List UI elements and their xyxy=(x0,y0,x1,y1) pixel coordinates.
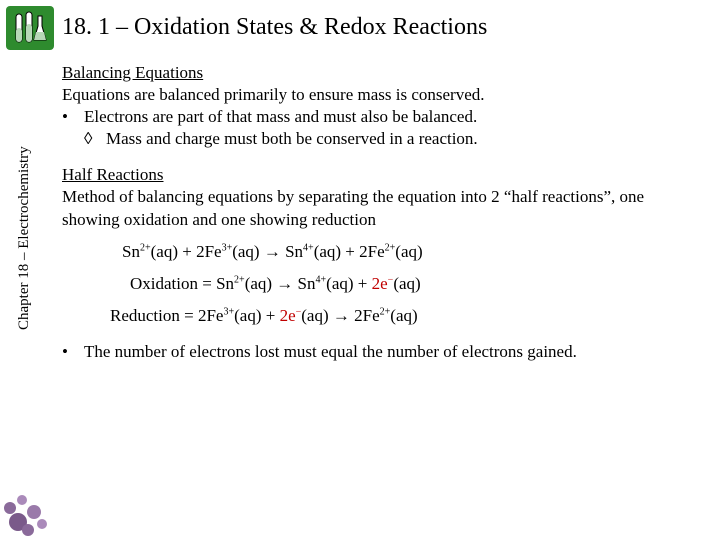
section2-heading: Half Reactions xyxy=(62,164,698,186)
section1-heading: Balancing Equations xyxy=(62,62,698,84)
bullet-item: • Electrons are part of that mass and mu… xyxy=(62,106,698,128)
bullet-text: Electrons are part of that mass and must… xyxy=(84,106,698,128)
bullet-text: The number of electrons lost must equal … xyxy=(84,341,698,363)
main-content: Balancing Equations Equations are balanc… xyxy=(62,62,698,363)
sub-bullet-text: Mass and charge must both be conserved i… xyxy=(106,128,698,150)
sub-bullet-marker: ◊ xyxy=(84,128,106,150)
chemistry-logo xyxy=(6,6,54,50)
bullet-marker: • xyxy=(62,341,84,363)
molecule-icon xyxy=(0,486,54,540)
chapter-sidebar: Chapter 18 – Electrochemistry xyxy=(16,146,33,330)
section1-text: Equations are balanced primarily to ensu… xyxy=(62,84,698,106)
bullet-item: • The number of electrons lost must equa… xyxy=(62,341,698,363)
bullet-marker: • xyxy=(62,106,84,128)
sub-bullet-item: ◊ Mass and charge must both be conserved… xyxy=(62,128,698,150)
equation-oxidation: Oxidation = Sn2+(aq) → Sn4+(aq) + 2e−(aq… xyxy=(62,273,698,295)
page-title: 18. 1 – Oxidation States & Redox Reactio… xyxy=(62,14,487,41)
equation-reduction: Reduction = 2Fe3+(aq) + 2e−(aq) → 2Fe2+(… xyxy=(62,305,698,327)
section2-text: Method of balancing equations by separat… xyxy=(62,186,698,230)
equation-overall: Sn2+(aq) + 2Fe3+(aq) → Sn4+(aq) + 2Fe2+(… xyxy=(62,241,698,263)
